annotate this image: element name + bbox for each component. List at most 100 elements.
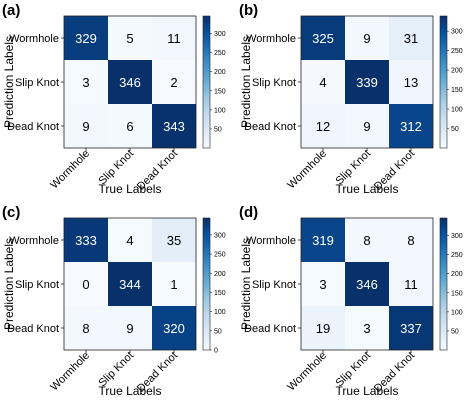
panel-b-colorbar bbox=[439, 15, 448, 149]
panel-c-cell-value-r1c2: 1 bbox=[170, 277, 177, 292]
panel-c-cell-value-r2c1: 9 bbox=[126, 321, 133, 336]
panel-b-cell-value-r1c0: 4 bbox=[319, 75, 326, 90]
panel-a-colorbar-tick-label-3: 200 bbox=[214, 69, 226, 76]
panel-a-cell-r2c1 bbox=[108, 104, 152, 148]
panel-c-cell-value-r2c0: 8 bbox=[82, 321, 89, 336]
panel-a-colorbar-tick-label-4: 250 bbox=[214, 50, 226, 57]
panel-b-colorbar-tick-label-4: 250 bbox=[451, 48, 463, 55]
panel-d-cell-r0c1 bbox=[345, 218, 389, 262]
panel-d-xtick-label-0: Wormhole bbox=[285, 350, 329, 394]
panel-a-xtick-label-0: Wormhole bbox=[48, 148, 92, 192]
panel-b-cell-value-r2c0: 12 bbox=[316, 119, 330, 134]
panel-a-cell-value-r1c1: 346 bbox=[119, 75, 141, 90]
panel-b-cell-value-r2c1: 9 bbox=[363, 119, 370, 134]
panel-d-colorbar-tick-label-5: 300 bbox=[451, 233, 463, 240]
panel-c-cell-value-r0c1: 4 bbox=[126, 233, 133, 248]
panel-c-xlabel: True Labels bbox=[99, 384, 162, 398]
panel-d-cell-value-r0c0: 319 bbox=[312, 233, 334, 248]
panel-b-label: (b) bbox=[239, 2, 258, 19]
panel-b-colorbar-tick-label-1: 100 bbox=[451, 107, 463, 114]
panel-b-cell-value-r0c1: 9 bbox=[363, 31, 370, 46]
panel-b-cell-value-r2c2: 312 bbox=[400, 119, 422, 134]
panel-d-ytick-label-1: Slip Knot bbox=[252, 279, 296, 291]
panel-c-label: (c) bbox=[2, 204, 20, 221]
panel-a-cell-r0c0 bbox=[64, 16, 108, 60]
panel-b-colorbar-tick-label-3: 200 bbox=[451, 68, 463, 75]
panel-b-xtick-label-0: Wormhole bbox=[285, 148, 329, 192]
panel-c-cell-value-r0c2: 35 bbox=[167, 233, 181, 248]
panel-a-cell-r1c2 bbox=[152, 60, 196, 104]
panel-d-xlabel: True Labels bbox=[336, 384, 399, 398]
panel-b-cell-r1c1 bbox=[345, 60, 389, 104]
panel-c-cell-r0c0 bbox=[64, 218, 108, 262]
panel-a-cell-value-r2c2: 343 bbox=[163, 119, 185, 134]
panel-b-cell-r0c2 bbox=[389, 16, 433, 60]
panel-c-cell-value-r0c0: 333 bbox=[75, 233, 97, 248]
panel-d-colorbar-tick-label-0: 50 bbox=[451, 328, 459, 335]
panel-c-xtick-label-0: Wormhole bbox=[48, 350, 92, 394]
panel-a-label: (a) bbox=[2, 2, 20, 19]
panel-d-cell-r1c2 bbox=[389, 262, 433, 306]
panel-d-cell-value-r0c2: 8 bbox=[407, 233, 414, 248]
panel-d-cell-value-r2c2: 337 bbox=[400, 321, 422, 336]
panel-b-ytick-label-2: Dead Knot bbox=[244, 121, 296, 133]
panel-c-colorbar-tick-label-2: 100 bbox=[214, 309, 226, 316]
panel-c-cell-value-r1c1: 344 bbox=[119, 277, 141, 292]
panel-d-cell-r1c0 bbox=[301, 262, 345, 306]
panel-a-cell-value-r1c2: 2 bbox=[170, 75, 177, 90]
panel-c-ylabel: Prediction Labels bbox=[2, 238, 16, 330]
panel-b-cell-r2c2 bbox=[389, 104, 433, 148]
panel-c-cell-r1c1 bbox=[108, 262, 152, 306]
panel-a-colorbar-tick-label-1: 100 bbox=[214, 107, 226, 114]
panel-c-ytick-label-2: Dead Knot bbox=[7, 323, 59, 335]
panel-d-cell-r2c0 bbox=[301, 306, 345, 350]
panel-c-colorbar-tick-label-4: 200 bbox=[214, 271, 226, 278]
panel-a-cell-r2c2 bbox=[152, 104, 196, 148]
panel-c-cell-value-r2c2: 320 bbox=[163, 321, 185, 336]
panel-d-cell-r0c2 bbox=[389, 218, 433, 262]
panel-d-cell-value-r1c1: 346 bbox=[356, 277, 378, 292]
panel-a-ytick-label-1: Slip Knot bbox=[15, 77, 59, 89]
panel-a-cell-r0c1 bbox=[108, 16, 152, 60]
panel-b-cell-r1c2 bbox=[389, 60, 433, 104]
panel-d-colorbar bbox=[439, 217, 448, 351]
panel-b-colorbar-tick-label-2: 150 bbox=[451, 87, 463, 94]
panel-c-colorbar-tick-label-1: 50 bbox=[214, 328, 222, 335]
panel-c-cell-r0c1 bbox=[108, 218, 152, 262]
panel-b-cell-value-r1c1: 339 bbox=[356, 75, 378, 90]
panel-a-cell-value-r0c0: 329 bbox=[75, 31, 97, 46]
panel-d-cell-r2c1 bbox=[345, 306, 389, 350]
panel-c-colorbar-tick-label-5: 250 bbox=[214, 252, 226, 259]
panel-b-xlabel: True Labels bbox=[336, 182, 399, 196]
panel-d-cell-value-r1c0: 3 bbox=[319, 277, 326, 292]
panel-a-cell-value-r0c1: 5 bbox=[126, 31, 133, 46]
panel-c-cell-r1c2 bbox=[152, 262, 196, 306]
panel-d-colorbar-tick-label-3: 200 bbox=[451, 271, 463, 278]
panel-d-cell-value-r2c1: 3 bbox=[363, 321, 370, 336]
panel-b-colorbar-tick-label-5: 300 bbox=[451, 29, 463, 36]
panel-d-ytick-label-2: Dead Knot bbox=[244, 323, 296, 335]
panel-b-ylabel: Prediction Labels bbox=[239, 36, 253, 128]
panel-d-cell-value-r2c0: 19 bbox=[316, 321, 330, 336]
panel-a-cell-value-r2c0: 9 bbox=[82, 119, 89, 134]
panel-b-cell-r0c0 bbox=[301, 16, 345, 60]
panel-a-colorbar-tick-label-2: 150 bbox=[214, 88, 226, 95]
panel-a-colorbar-tick-label-0: 50 bbox=[214, 126, 222, 133]
panel-d-colorbar-tick-label-2: 150 bbox=[451, 290, 463, 297]
panel-c-ytick-label-0: Wormhole bbox=[9, 235, 59, 247]
panel-d-colorbar-tick-label-1: 100 bbox=[451, 309, 463, 316]
panel-d-colorbar-tick-label-4: 250 bbox=[451, 252, 463, 259]
panel-b-colorbar-tick-label-0: 50 bbox=[451, 126, 459, 133]
panel-b-cell-r1c0 bbox=[301, 60, 345, 104]
panel-a-ylabel: Prediction Labels bbox=[2, 36, 16, 128]
panel-c-cell-r2c1 bbox=[108, 306, 152, 350]
panel-b-cell-value-r0c2: 31 bbox=[404, 31, 418, 46]
panel-b-cell-r0c1 bbox=[345, 16, 389, 60]
panel-c-colorbar-tick-label-6: 300 bbox=[214, 232, 226, 239]
panel-d-cell-value-r0c1: 8 bbox=[363, 233, 370, 248]
panel-b-ytick-label-1: Slip Knot bbox=[252, 77, 296, 89]
panel-a-xlabel: True Labels bbox=[99, 182, 162, 196]
panel-c-ytick-label-1: Slip Knot bbox=[15, 279, 59, 291]
panel-a-cell-value-r1c0: 3 bbox=[82, 75, 89, 90]
